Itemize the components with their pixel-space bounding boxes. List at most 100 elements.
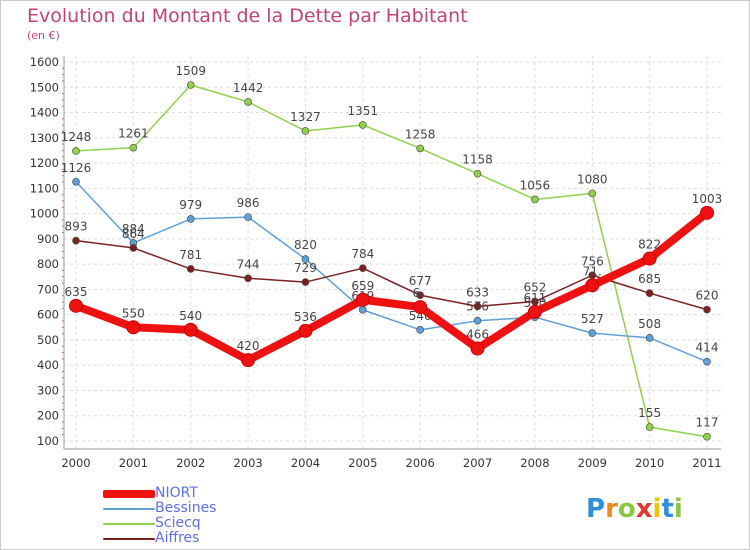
data-point-niort [355,292,370,307]
data-label-aiffres: 620 [696,289,719,303]
data-point-sciecq [359,121,367,129]
data-point-bessines [72,177,80,186]
series-line-sciecq [75,84,708,438]
data-label-niort: 420 [237,339,260,353]
data-label-niort: 466 [466,328,489,342]
data-label-aiffres: 633 [466,285,489,299]
data-label-bessines: 1126 [61,161,92,175]
data-label-niort: 635 [65,285,88,299]
data-point-sciecq [531,195,539,204]
data-point-niort [241,353,256,368]
data-point-bessines [703,357,711,366]
legend-label: Sciecq [155,515,201,531]
data-point-niort [470,341,485,356]
y-tick-label: 1400 [30,106,59,120]
legend-swatch [103,523,155,525]
data-label-sciecq: 1080 [577,172,608,186]
data-label-aiffres: 864 [122,227,145,241]
y-tick-label: 1300 [30,131,59,145]
y-tick-label: 400 [37,358,59,372]
legend-swatch [103,538,155,540]
x-tick-label: 2007 [463,456,492,470]
data-label-aiffres: 893 [65,220,88,234]
y-tick-label: 700 [37,282,59,296]
chart-title: Evolution du Montant de la Dette par Hab… [27,5,468,27]
data-label-sciecq: 1327 [290,110,321,124]
y-tick-label: 800 [37,257,59,271]
data-label-bessines: 986 [237,196,260,210]
data-point-sciecq [416,144,424,153]
y-tick-label: 1100 [30,181,59,195]
data-label-sciecq: 1158 [462,153,493,167]
data-point-bessines [645,334,654,342]
data-point-sciecq [473,169,482,178]
data-label-bessines: 508 [638,317,661,331]
data-point-aiffres [129,244,138,252]
data-point-bessines [588,329,597,337]
y-tick-label: 1500 [30,80,59,94]
x-tick-label: 2005 [348,456,377,470]
legend-label: Bessines [155,500,217,516]
data-label-niort: 611 [523,291,546,305]
data-point-sciecq [186,81,195,89]
data-label-aiffres: 729 [294,261,317,275]
data-label-sciecq: 155 [638,406,661,420]
data-point-aiffres [186,265,195,273]
x-tick-label: 2006 [406,456,435,470]
data-point-niort [527,304,542,319]
data-point-sciecq [588,189,597,198]
data-point-aiffres [416,291,424,300]
data-point-sciecq [645,423,654,431]
data-point-aiffres [473,302,482,311]
data-point-bessines [186,215,195,223]
y-tick-label: 1200 [30,156,59,170]
data-point-sciecq [703,432,711,441]
data-label-aiffres: 744 [237,257,260,271]
data-point-aiffres [359,264,367,272]
legend-swatch [103,508,155,510]
data-point-sciecq [244,98,252,106]
data-label-bessines: 414 [696,341,719,355]
x-tick-label: 2009 [578,456,607,470]
data-point-niort [126,320,141,335]
data-label-niort: 1003 [692,192,723,206]
data-point-bessines [359,306,367,314]
data-point-aiffres [703,305,711,314]
series-line-bessines [75,181,708,363]
data-label-sciecq: 1248 [61,130,92,144]
data-point-niort [700,205,714,220]
data-label-sciecq: 1258 [405,127,436,141]
data-label-aiffres: 652 [523,281,546,295]
x-tick-label: 2011 [692,456,721,470]
data-point-bessines [301,255,310,263]
y-tick-label: 900 [37,232,59,246]
data-point-bessines [473,316,482,325]
x-tick-label: 2010 [635,456,664,470]
data-point-aiffres [244,274,252,283]
data-label-aiffres: 685 [638,272,661,286]
x-tick-label: 2003 [233,456,262,470]
legend-label: Aiffres [155,530,200,546]
data-label-sciecq: 1442 [233,81,264,95]
data-point-niort [69,298,83,313]
x-tick-label: 2008 [520,456,549,470]
data-label-niort: 536 [294,310,317,324]
y-tick-label: 600 [37,308,59,322]
data-label-niort: 550 [122,306,145,320]
data-label-sciecq: 117 [696,416,719,430]
x-tick-label: 2001 [119,456,148,470]
chart-unit-label: (en €) [27,29,60,42]
data-label-aiffres: 677 [409,274,432,288]
data-label-sciecq: 1056 [520,178,551,192]
data-label-niort: 540 [179,309,202,323]
data-point-bessines [244,213,252,221]
data-label-niort: 71. [583,264,602,278]
data-label-niort: 822 [638,238,661,252]
data-label-sciecq: 1509 [175,64,206,78]
y-tick-label: 100 [37,434,59,448]
x-tick-label: 2004 [291,456,320,470]
y-tick-label: 200 [37,409,59,423]
legend-swatch [103,490,155,498]
data-point-sciecq [129,143,138,152]
y-tick-label: 1000 [30,207,59,221]
